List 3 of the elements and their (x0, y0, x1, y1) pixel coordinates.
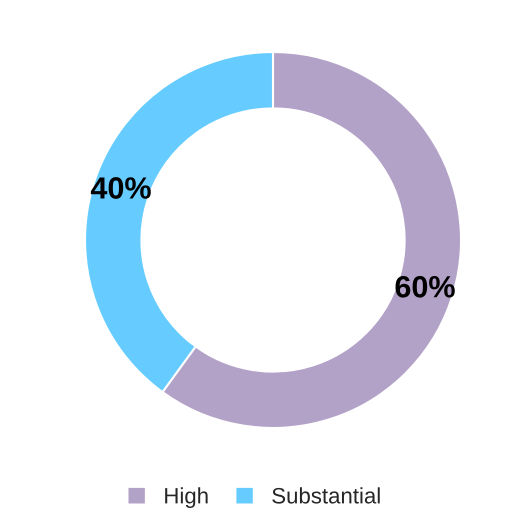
legend-label: High (165, 487, 208, 508)
legend-label: Substantial (272, 487, 380, 504)
data-label: 60% (396, 276, 455, 298)
